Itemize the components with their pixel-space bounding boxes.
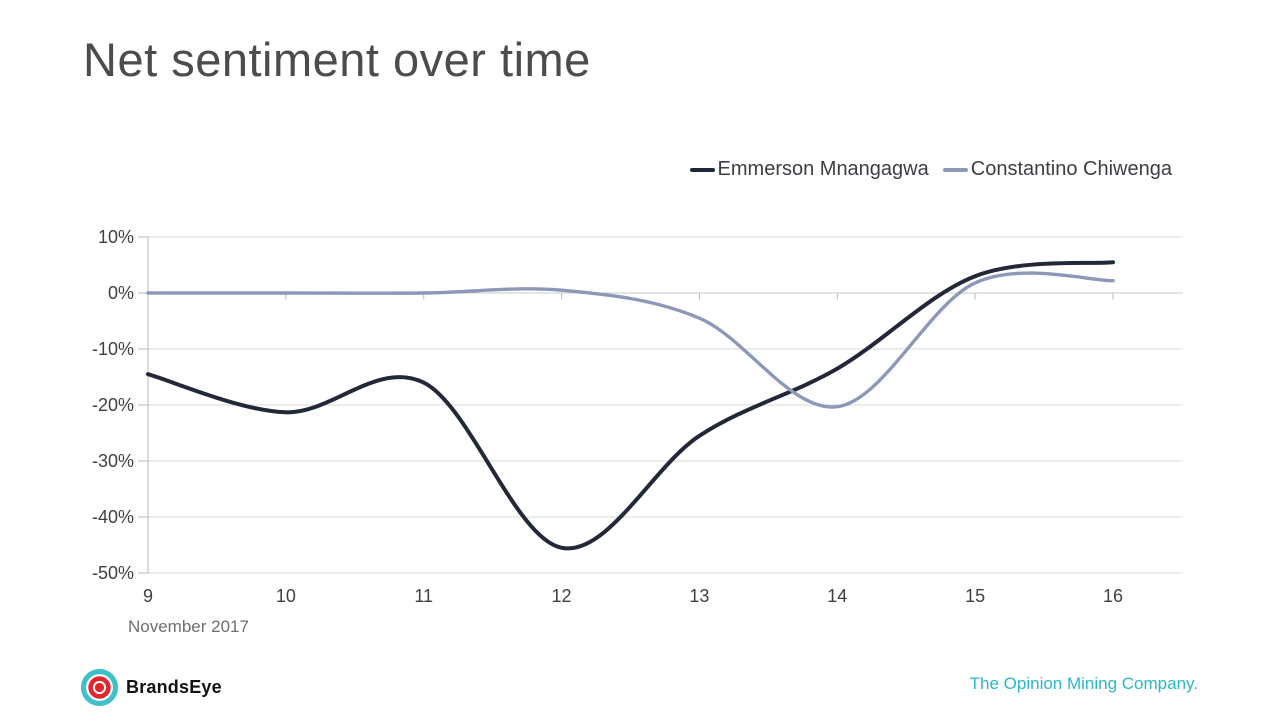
series-line-constantino-chiwenga bbox=[146, 271, 1115, 409]
y-tick-label: -20% bbox=[91, 395, 134, 415]
x-tick-label: 10 bbox=[275, 586, 296, 606]
brand-tagline: The Opinion Mining Company. bbox=[969, 674, 1198, 693]
x-axis-title: November 2017 bbox=[128, 617, 249, 636]
series-line-emmerson-mnangagwa bbox=[146, 260, 1115, 551]
brand-logo-block: BrandsEye bbox=[80, 668, 222, 707]
y-tick-label: 0% bbox=[107, 283, 134, 303]
bullseye-icon bbox=[80, 668, 119, 707]
legend-line-swatch bbox=[689, 167, 715, 172]
x-tick-label: 14 bbox=[827, 586, 848, 606]
y-tick-label: -30% bbox=[91, 451, 134, 471]
legend-line-swatch bbox=[942, 167, 968, 172]
legend-item-emmerson-mnangagwa[interactable]: Emmerson Mnangagwa bbox=[689, 158, 929, 181]
y-tick-label: -40% bbox=[91, 507, 134, 527]
y-tick-label: 10% bbox=[97, 227, 134, 247]
x-tick-label: 11 bbox=[414, 586, 434, 606]
legend-label: Emmerson Mnangagwa bbox=[717, 158, 929, 180]
legend-label: Constantino Chiwenga bbox=[970, 158, 1172, 180]
chart-legend: Emmerson Mnangagwa Constantino Chiwenga bbox=[689, 158, 1172, 181]
x-tick-label: 15 bbox=[965, 586, 986, 606]
chart-title: Net sentiment over time bbox=[83, 33, 591, 86]
x-tick-label: 12 bbox=[551, 586, 572, 606]
legend-item-constantino-chiwenga[interactable]: Constantino Chiwenga bbox=[942, 158, 1172, 181]
brand-name: BrandsEye bbox=[126, 677, 222, 697]
y-tick-label: -10% bbox=[91, 339, 134, 359]
x-tick-label: 9 bbox=[142, 586, 153, 606]
x-tick-label: 13 bbox=[689, 586, 710, 606]
y-tick-label: -50% bbox=[91, 563, 134, 583]
x-tick-label: 16 bbox=[1102, 586, 1124, 606]
